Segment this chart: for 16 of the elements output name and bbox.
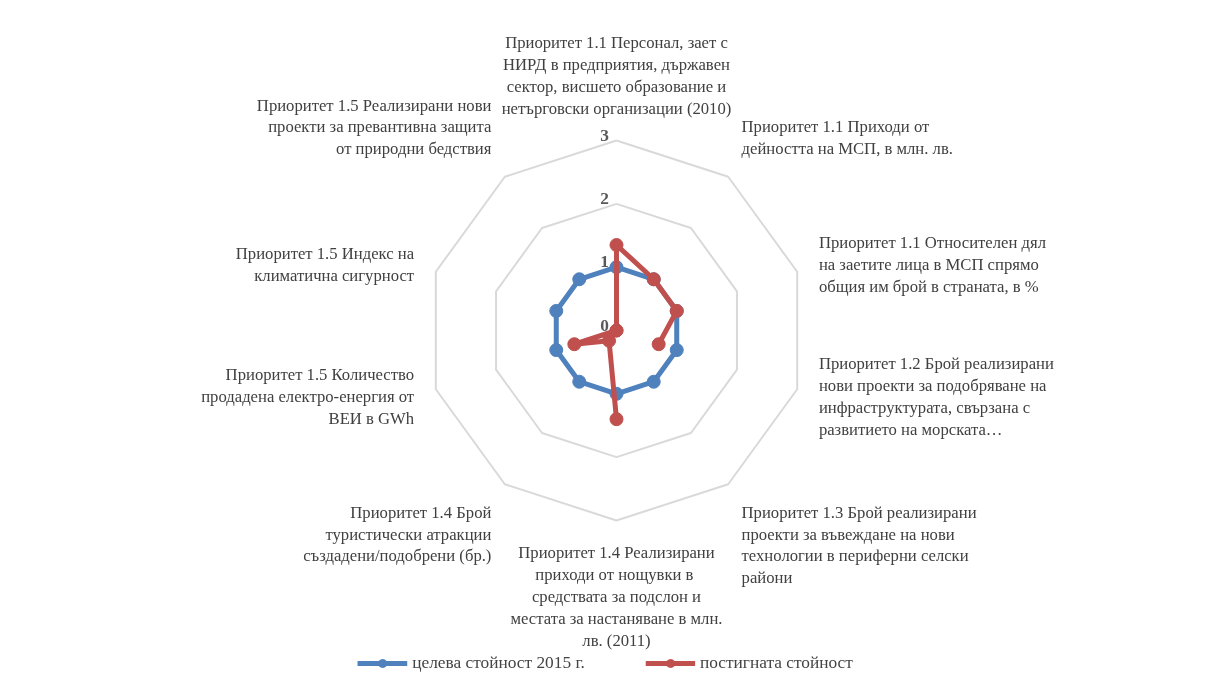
spoke-label: Приоритет 1.1 Относителен дял на заетите лица в МСП спрямо общия им брой в страната, в % — [818, 233, 1047, 297]
spoke-label: Приоритет 1.1 Приходи от дейността на МСП, в млн. лв. — [741, 117, 953, 159]
y-tick-label: 3 — [600, 125, 610, 145]
legend-label: постигната стойност — [699, 653, 853, 673]
spoke-label: Приоритет 1.5 Индекс на климатична сигурност — [235, 244, 415, 286]
legend-label: целева стойност 2015 г. — [412, 653, 585, 673]
spoke-label: Приоритет 1.5 Реализирани нови проекти за превантивна защита от природни бедствия — [256, 95, 493, 159]
spoke-label: Приоритет 1.5 Количество продадена електро-енергия от ВЕИ в GWh — [201, 364, 415, 428]
spoke-label: Приоритет 1.2 Брой реализирани нови проекти за подобряване на инфраструктурата, свързана с развитието на морската… — [818, 353, 1054, 439]
spoke-label: Приоритет 1.3 Брой реализирани проекти за въвеждане на нови технологии в периферни селски райони — [741, 502, 977, 588]
y-tick-label: 0 — [600, 315, 609, 335]
spoke-label: Приоритет 1.4 Брой туристически атракции създадени/подобрени (бр.) — [303, 502, 492, 566]
spoke-label: Приоритет 1.1 Персонал, зает с НИРД в предприятия, държавен сектор, висшето образование и нетърговски организации (2010) — [501, 33, 732, 118]
spoke-label: Приоритет 1.4 Реализирани приходи от нощувки в средствата за подслон и местата за настаняване в млн. лв. (2011) — [510, 543, 723, 650]
y-tick-label: 1 — [600, 252, 609, 272]
y-tick-label: 2 — [600, 188, 609, 208]
